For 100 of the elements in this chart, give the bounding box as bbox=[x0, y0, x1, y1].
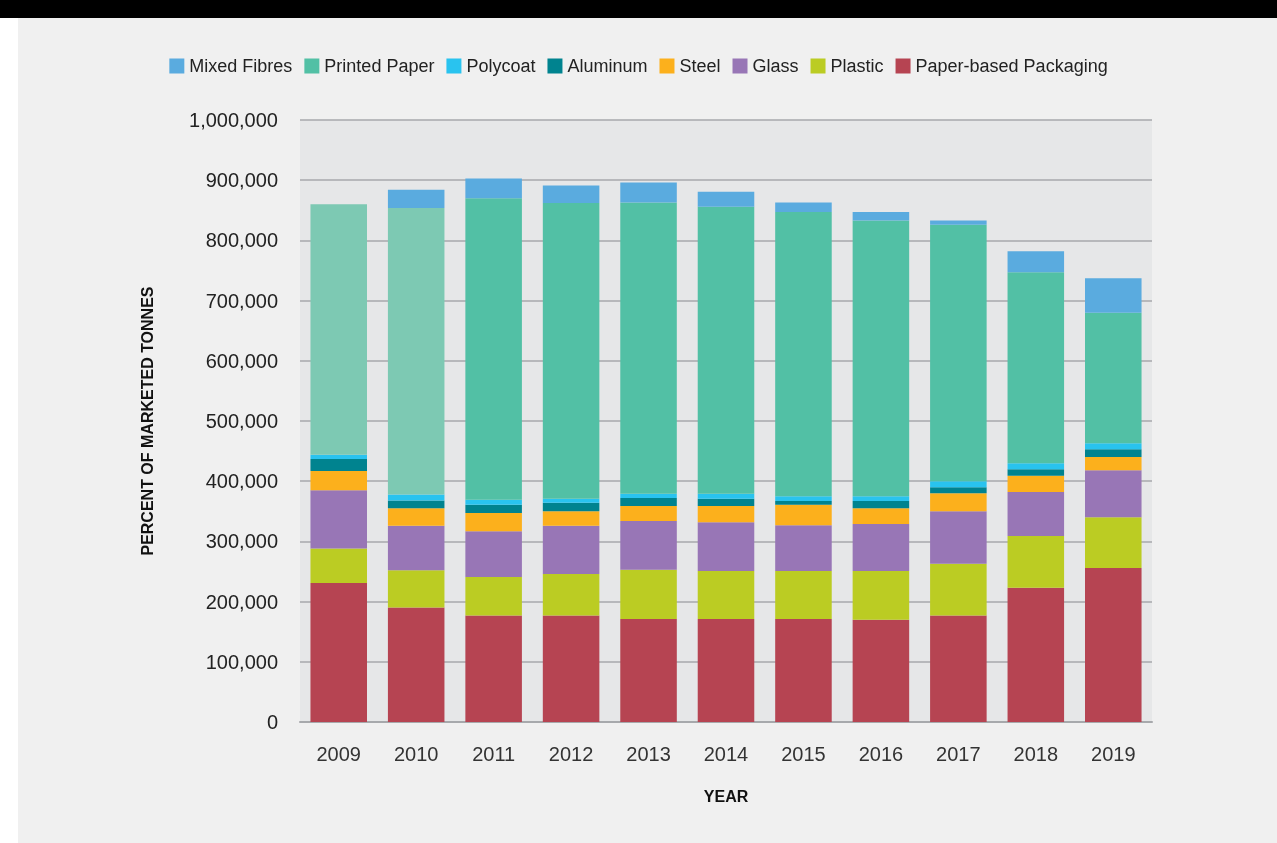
bar bbox=[1007, 475, 1065, 493]
bar bbox=[852, 570, 910, 620]
x-tick-label: 2011 bbox=[472, 743, 516, 765]
bar bbox=[620, 498, 677, 506]
bar bbox=[1007, 251, 1065, 273]
x-tick-label: 2012 bbox=[548, 743, 594, 765]
x-tick-label: 2013 bbox=[626, 743, 671, 765]
bar bbox=[620, 569, 677, 620]
bar bbox=[852, 619, 910, 722]
bar bbox=[775, 212, 832, 497]
bar bbox=[387, 570, 445, 608]
bar bbox=[387, 189, 445, 208]
y-axis-title: PERCENT OF MARKETED TONNES bbox=[138, 286, 156, 556]
bar bbox=[697, 206, 755, 494]
bar bbox=[1007, 463, 1065, 470]
bar bbox=[930, 511, 987, 564]
bar bbox=[1085, 449, 1142, 458]
x-tick-label: 2019 bbox=[1091, 743, 1136, 765]
bar bbox=[697, 570, 755, 620]
bar bbox=[310, 582, 367, 722]
y-tick-label: 400,000 bbox=[205, 470, 278, 493]
bar bbox=[542, 615, 600, 722]
bar bbox=[930, 224, 987, 482]
bar bbox=[775, 525, 832, 571]
bar bbox=[310, 470, 367, 491]
bar bbox=[852, 496, 910, 502]
bar bbox=[465, 615, 522, 722]
bar bbox=[852, 220, 910, 497]
bar bbox=[775, 570, 832, 620]
bar bbox=[1007, 272, 1065, 464]
x-tick-label: 2009 bbox=[316, 743, 361, 765]
bar bbox=[1007, 469, 1065, 476]
bar bbox=[620, 520, 677, 570]
bar bbox=[542, 185, 600, 204]
bar bbox=[930, 481, 987, 488]
legend-label: Paper-based Packaging bbox=[915, 56, 1108, 76]
bar bbox=[542, 498, 600, 503]
bar bbox=[387, 525, 445, 571]
y-tick-label: 300,000 bbox=[205, 530, 278, 553]
legend-label: Polycoat bbox=[466, 56, 536, 76]
y-tick-label: 500,000 bbox=[205, 410, 278, 432]
legend-label: Glass bbox=[752, 56, 799, 76]
bar bbox=[542, 203, 600, 499]
bar bbox=[465, 198, 522, 500]
bar bbox=[465, 178, 522, 199]
bar bbox=[775, 202, 832, 213]
bar bbox=[697, 498, 755, 506]
legend-label: Printed Paper bbox=[324, 56, 435, 76]
bar bbox=[852, 212, 910, 221]
bar bbox=[620, 505, 677, 521]
bar bbox=[775, 619, 832, 722]
bar bbox=[387, 207, 445, 495]
y-tick-label: 700,000 bbox=[205, 289, 278, 312]
bar bbox=[930, 563, 987, 616]
bar bbox=[697, 505, 755, 523]
bar bbox=[1085, 567, 1142, 722]
x-tick-label: 2017 bbox=[936, 743, 981, 765]
y-tick-label: 800,000 bbox=[205, 229, 278, 252]
bar bbox=[775, 496, 832, 502]
bar bbox=[1007, 587, 1065, 722]
bar bbox=[465, 576, 522, 616]
bar bbox=[1085, 443, 1142, 450]
bar bbox=[852, 501, 910, 509]
bar bbox=[930, 493, 987, 512]
bar bbox=[387, 500, 445, 509]
bar bbox=[930, 487, 987, 494]
legend-label: Aluminum bbox=[567, 56, 648, 76]
bar bbox=[310, 458, 367, 471]
bar bbox=[1085, 517, 1142, 568]
bar bbox=[697, 191, 755, 207]
bar bbox=[775, 504, 832, 526]
bar bbox=[697, 619, 755, 722]
bar bbox=[852, 523, 910, 571]
legend-label: Plastic bbox=[830, 56, 884, 76]
bar bbox=[310, 204, 367, 455]
bar bbox=[387, 494, 445, 501]
bar bbox=[310, 490, 367, 549]
bar bbox=[542, 511, 600, 526]
bar bbox=[310, 454, 367, 459]
x-tick-label: 2016 bbox=[858, 743, 904, 765]
bar bbox=[542, 525, 600, 574]
bar bbox=[465, 531, 522, 577]
y-tick-label: 200,000 bbox=[205, 590, 278, 613]
bar bbox=[310, 548, 367, 583]
bar bbox=[1085, 457, 1142, 471]
bar bbox=[697, 522, 755, 571]
x-axis-title: YEAR bbox=[703, 787, 749, 805]
legend-label: Steel bbox=[679, 56, 721, 76]
bar bbox=[387, 508, 445, 526]
bar bbox=[620, 619, 677, 722]
bar bbox=[697, 493, 755, 499]
legend-label: Mixed Fibres bbox=[189, 56, 293, 76]
bar bbox=[930, 615, 987, 722]
bar bbox=[387, 607, 445, 722]
bar bbox=[1085, 312, 1142, 444]
bar bbox=[1007, 535, 1065, 588]
y-tick-label: 900,000 bbox=[205, 169, 278, 192]
bar bbox=[620, 202, 677, 494]
x-tick-label: 2014 bbox=[703, 743, 749, 765]
y-tick-label: 0 bbox=[266, 711, 278, 733]
